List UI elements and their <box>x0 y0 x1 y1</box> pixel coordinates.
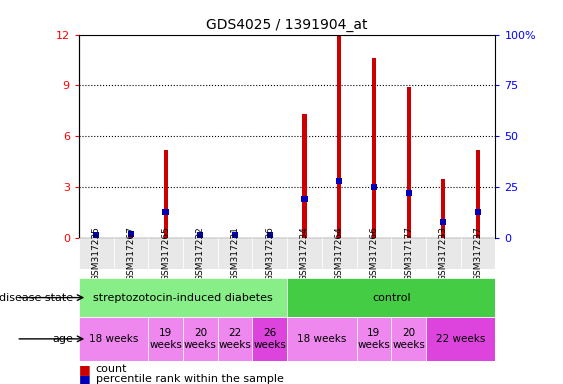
Text: 19
weeks: 19 weeks <box>149 328 182 350</box>
Bar <box>163 150 168 238</box>
Bar <box>356 238 391 269</box>
Bar <box>267 232 273 238</box>
Bar <box>218 238 252 269</box>
Bar <box>79 238 114 269</box>
Text: GSM317233: GSM317233 <box>439 226 448 281</box>
Bar <box>129 234 133 238</box>
Bar <box>426 238 461 269</box>
Text: 22
weeks: 22 weeks <box>218 328 252 350</box>
Bar <box>441 179 445 238</box>
Bar <box>79 278 287 317</box>
Text: 19
weeks: 19 weeks <box>358 328 390 350</box>
Bar <box>372 58 376 238</box>
Bar <box>287 317 356 361</box>
Text: GSM317265: GSM317265 <box>161 226 170 281</box>
Bar <box>218 317 252 361</box>
Text: GSM317232: GSM317232 <box>196 226 205 281</box>
Bar <box>356 317 391 361</box>
Bar <box>475 209 481 215</box>
Text: 26
weeks: 26 weeks <box>253 328 286 350</box>
Title: GDS4025 / 1391904_at: GDS4025 / 1391904_at <box>207 18 368 32</box>
Text: GSM317267: GSM317267 <box>127 226 135 281</box>
Text: ■: ■ <box>79 373 91 384</box>
Bar <box>301 197 307 202</box>
Text: age: age <box>52 334 73 344</box>
Bar <box>302 114 307 238</box>
Bar <box>476 150 480 238</box>
Bar <box>287 238 322 269</box>
Bar <box>93 232 99 238</box>
Bar <box>267 237 272 238</box>
Text: GSM317234: GSM317234 <box>300 226 309 281</box>
Text: percentile rank within the sample: percentile rank within the sample <box>96 374 284 384</box>
Bar <box>197 232 203 238</box>
Bar <box>148 317 183 361</box>
Bar <box>148 238 183 269</box>
Bar <box>461 238 495 269</box>
Text: ■: ■ <box>79 363 91 376</box>
Bar <box>406 87 411 238</box>
Bar <box>198 237 203 238</box>
Text: 20
weeks: 20 weeks <box>184 328 217 350</box>
Bar <box>233 237 237 238</box>
Bar <box>440 219 446 225</box>
Text: GSM317236: GSM317236 <box>265 226 274 281</box>
Bar <box>391 317 426 361</box>
Bar <box>371 184 377 190</box>
Bar <box>183 238 218 269</box>
Bar <box>336 178 342 184</box>
Text: 20
weeks: 20 weeks <box>392 328 425 350</box>
Text: control: control <box>372 293 410 303</box>
Bar <box>252 317 287 361</box>
Text: count: count <box>96 364 127 374</box>
Text: GSM317237: GSM317237 <box>473 226 482 281</box>
Text: disease state: disease state <box>0 293 73 303</box>
Text: 22 weeks: 22 weeks <box>436 334 485 344</box>
Bar <box>426 317 495 361</box>
Bar <box>79 317 148 361</box>
Bar <box>114 238 148 269</box>
Bar <box>232 232 238 238</box>
Text: 18 weeks: 18 weeks <box>297 334 347 344</box>
Bar <box>322 238 356 269</box>
Text: streptozotocin-induced diabetes: streptozotocin-induced diabetes <box>93 293 273 303</box>
Text: GSM317177: GSM317177 <box>404 226 413 281</box>
Bar <box>391 238 426 269</box>
Text: GSM317266: GSM317266 <box>369 226 378 281</box>
Text: GSM317264: GSM317264 <box>335 226 343 281</box>
Text: 18 weeks: 18 weeks <box>89 334 138 344</box>
Bar <box>94 237 99 238</box>
Bar <box>163 209 169 215</box>
Bar <box>405 190 412 196</box>
Bar <box>252 238 287 269</box>
Bar <box>287 278 495 317</box>
Bar <box>183 317 218 361</box>
Bar <box>128 231 134 237</box>
Text: GSM317231: GSM317231 <box>231 226 239 281</box>
Text: GSM317235: GSM317235 <box>92 226 101 281</box>
Bar <box>337 35 341 238</box>
